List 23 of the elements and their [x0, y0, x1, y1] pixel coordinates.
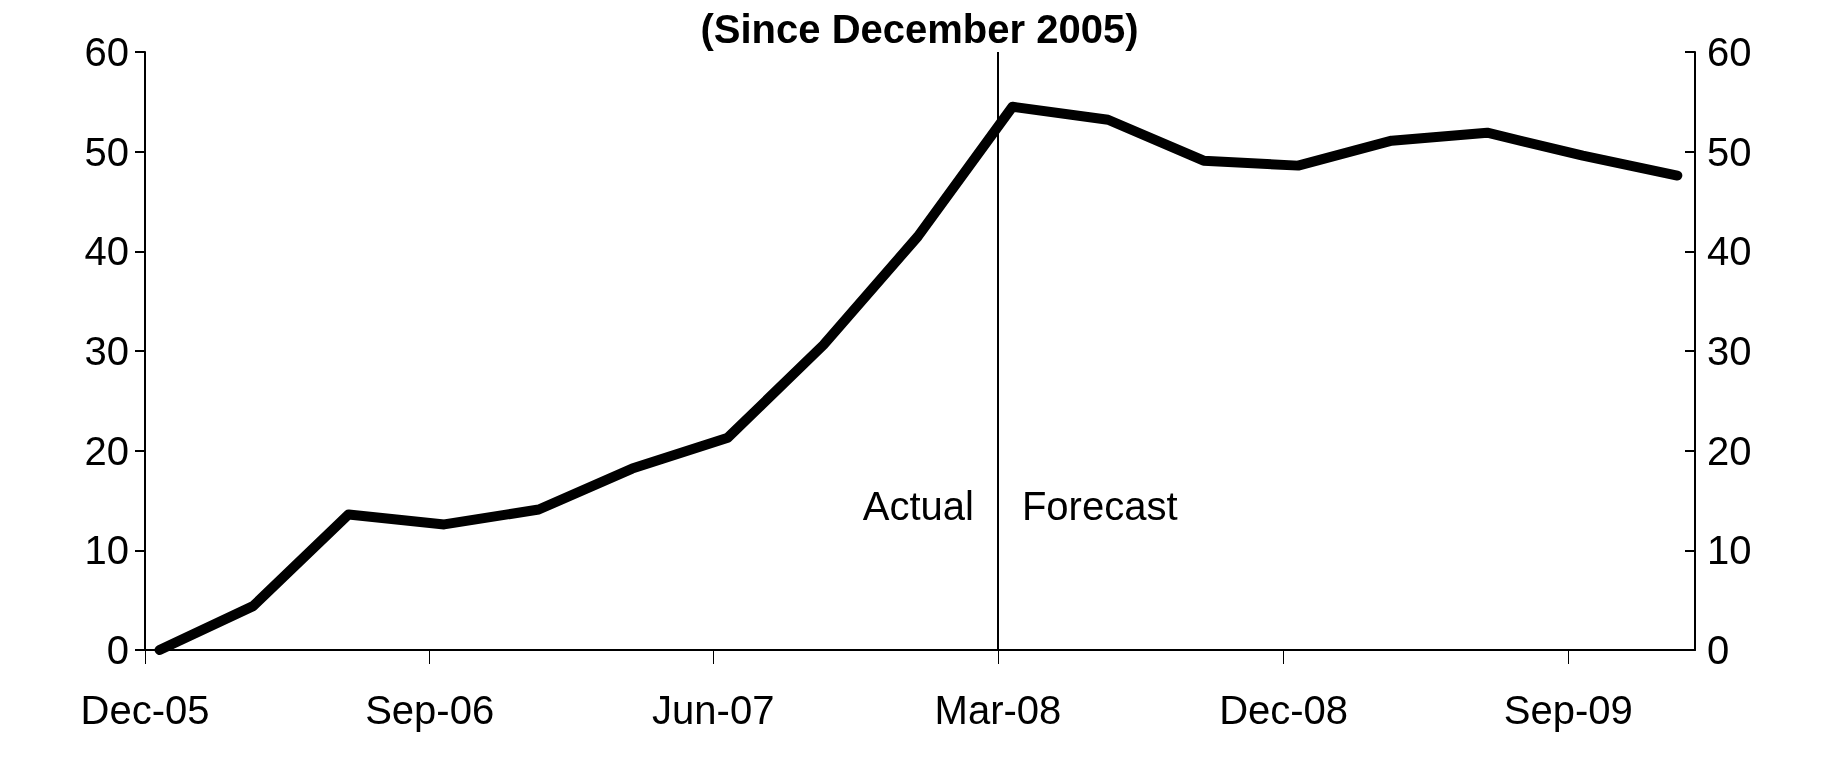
- x-tick-label: Sep-09: [1503, 688, 1633, 732]
- y-tick-label: 60: [84, 30, 129, 74]
- y2-tick-label: 60: [1707, 30, 1752, 74]
- x-tick-label: Mar-08: [934, 688, 1062, 732]
- y2-tick-label: 30: [1707, 329, 1752, 373]
- x-tick-label: Sep-06: [365, 688, 495, 732]
- y2-tick-label: 0: [1707, 628, 1730, 672]
- annotation: Actual: [862, 484, 974, 529]
- x-tick-label: Dec-08: [1219, 688, 1349, 732]
- y2-tick-label: 20: [1707, 428, 1752, 473]
- y-tick-label: 30: [84, 329, 129, 373]
- chart-title: (Since December 2005): [700, 7, 1139, 51]
- y2-tick-label: 50: [1707, 129, 1752, 174]
- y-tick-label: 0: [106, 628, 129, 672]
- y2-tick-label: 10: [1707, 528, 1752, 573]
- y-tick-label: 20: [84, 428, 129, 473]
- x-tick-label: Dec-05: [80, 688, 210, 732]
- y-tick-label: 10: [84, 528, 129, 573]
- y-tick-label: 50: [84, 129, 129, 174]
- annotation: Forecast: [1021, 484, 1178, 529]
- y-tick-label: 40: [84, 229, 129, 274]
- x-tick-label: Jun-07: [652, 688, 775, 732]
- y2-tick-label: 40: [1707, 229, 1752, 274]
